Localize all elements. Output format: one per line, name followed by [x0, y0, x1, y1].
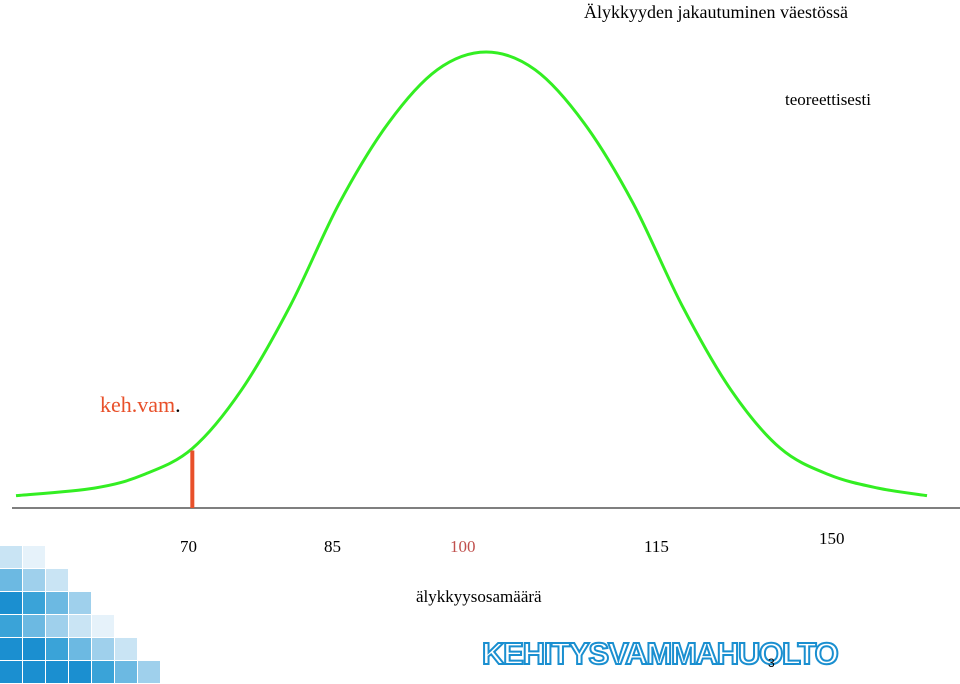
mosaic-tile [138, 661, 160, 683]
mosaic-tile [69, 638, 91, 660]
mosaic-tile [46, 615, 68, 637]
brand-logo: KEHITYSVAMMAHUOLTO [481, 635, 840, 672]
decorative-mosaic [0, 546, 160, 683]
mosaic-tile [92, 615, 114, 637]
series-line-teoreettisesti [15, 50, 928, 498]
x-tick-label: 100 [450, 537, 476, 556]
cutoff-annotation-dot: . [175, 392, 181, 417]
x-tick-label: 115 [644, 537, 669, 556]
mosaic-tile [46, 592, 68, 614]
mosaic-tile [23, 546, 45, 568]
x-tick-label: 150 [819, 529, 845, 548]
mosaic-tile [92, 638, 114, 660]
mosaic-tile [0, 615, 22, 637]
mosaic-tile [69, 592, 91, 614]
mosaic-tile [115, 661, 137, 683]
mosaic-tile [23, 592, 45, 614]
mosaic-tile [0, 569, 22, 591]
mosaic-tile [46, 569, 68, 591]
mosaic-tile [46, 661, 68, 683]
x-tick-label: 85 [324, 537, 341, 556]
mosaic-tile [0, 661, 22, 683]
chart-title: Älykkyyden jakautuminen väestössä [584, 2, 848, 22]
mosaic-tile [23, 661, 45, 683]
mosaic-tile [69, 661, 91, 683]
x-axis-label: älykkyysosamäärä [416, 587, 542, 606]
series-label: teoreettisesti [785, 90, 871, 109]
mosaic-tile [115, 638, 137, 660]
mosaic-tile [23, 569, 45, 591]
page-number: 3 [768, 656, 775, 670]
mosaic-tile [69, 615, 91, 637]
cutoff-annotation: keh.vam. [100, 392, 181, 418]
mosaic-tile [0, 546, 22, 568]
mosaic-tile [23, 615, 45, 637]
mosaic-tile [92, 661, 114, 683]
mosaic-tile [23, 638, 45, 660]
x-tick-label: 70 [180, 537, 197, 556]
cutoff-annotation-text: keh.vam [100, 392, 176, 417]
mosaic-tile [46, 638, 68, 660]
mosaic-tile [0, 638, 22, 660]
mosaic-tile [0, 592, 22, 614]
